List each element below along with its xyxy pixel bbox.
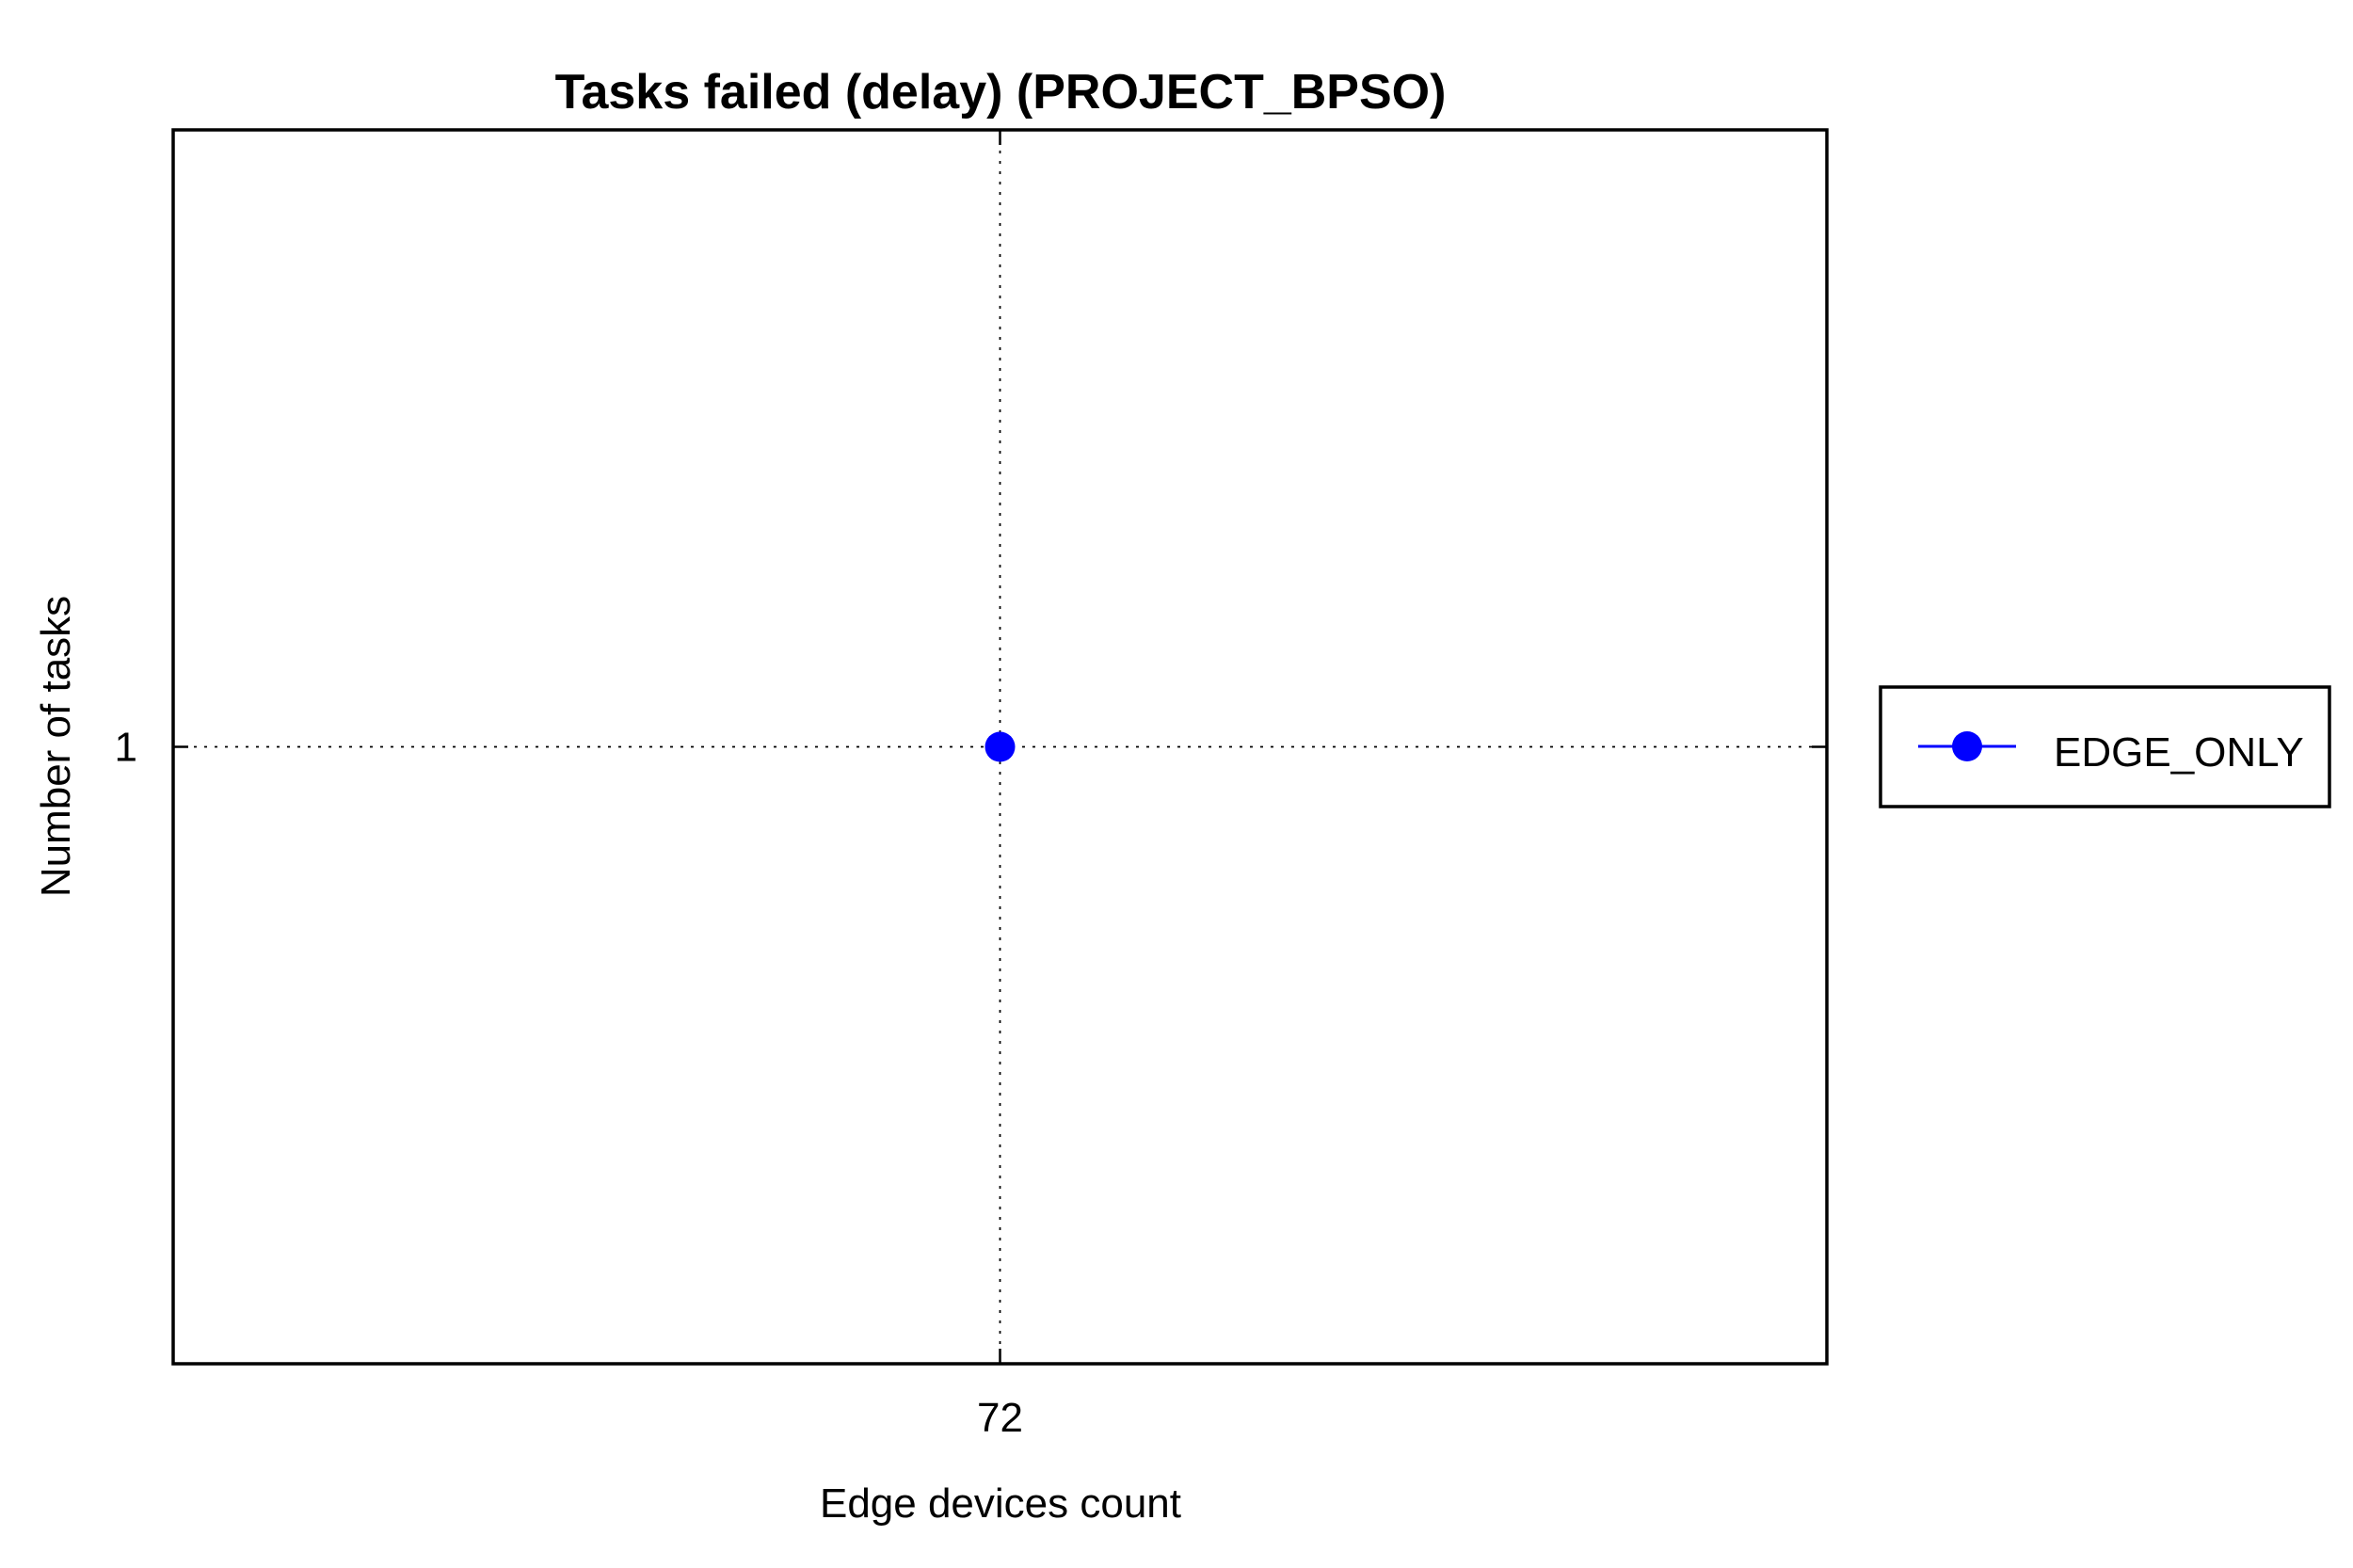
y-tick-label: 1 <box>115 725 137 771</box>
legend-label-edge-only: EDGE_ONLY <box>2054 729 2304 776</box>
legend: EDGE_ONLY <box>1879 685 2331 808</box>
grid-lines <box>173 130 1827 1364</box>
data-point <box>984 731 1016 762</box>
x-tick-label: 72 <box>977 1395 1023 1441</box>
series-layer <box>984 731 1016 762</box>
chart-title: Tasks failed (delay) (PROJECT_BPSO) <box>555 65 1447 120</box>
x-axis-label: Edge devices count <box>820 1480 1181 1527</box>
axis-ticks: 72 1 <box>115 130 1827 1441</box>
y-axis-label: Number of tasks <box>33 596 79 897</box>
legend-marker-edge-only <box>1952 731 1982 761</box>
legend-box <box>1879 685 2331 808</box>
